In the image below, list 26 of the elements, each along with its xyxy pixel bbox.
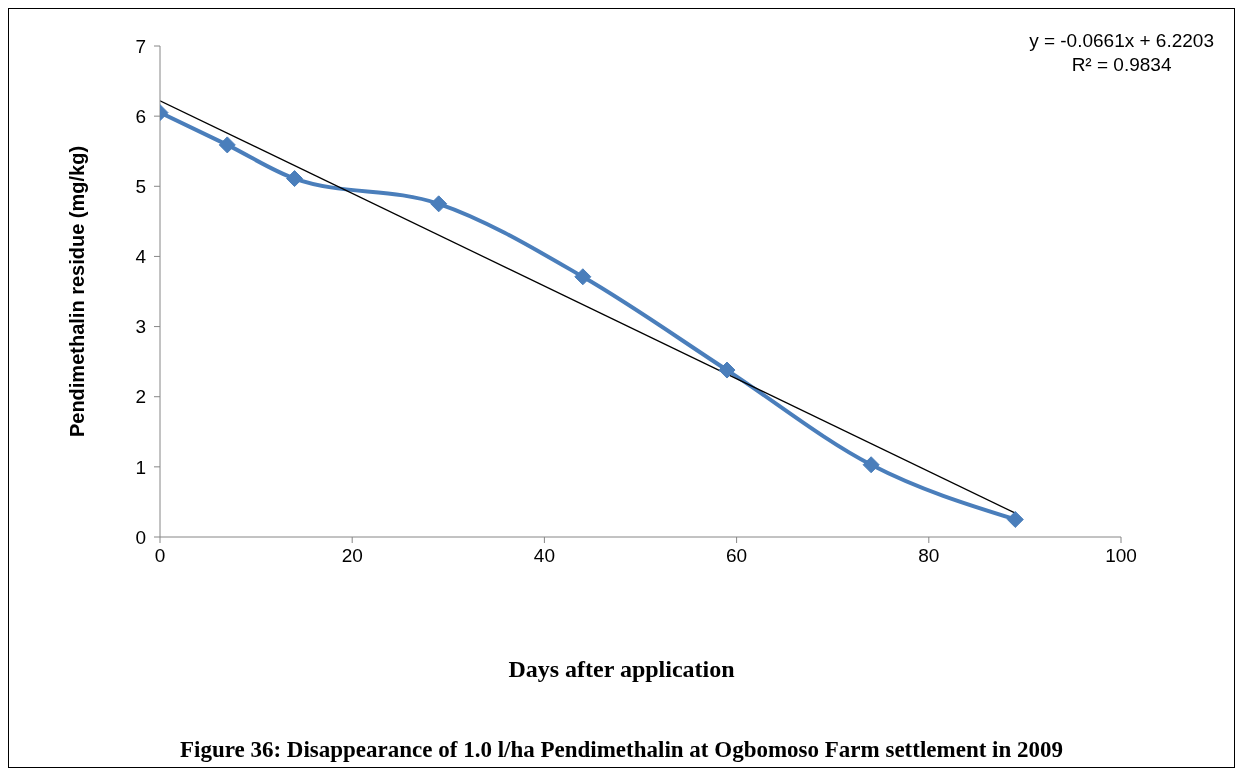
- y-axis-title: Pendimethalin residue (mg/kg): [66, 145, 89, 438]
- y-tick-label: 3: [135, 316, 146, 338]
- point: [430, 195, 448, 213]
- x-tick-label: 40: [533, 545, 555, 567]
- y-tick-label: 0: [135, 526, 146, 548]
- point: [218, 136, 236, 154]
- y-tick-label: 7: [135, 35, 146, 57]
- text: Figure 36: Disappearance of 1.0 l/ha Pendimethalin at Ogbomoso Farm settlement in 2009: [178, 737, 1065, 763]
- point: [718, 361, 736, 379]
- x-tick-label: 100: [1105, 545, 1137, 567]
- y-tick-label: 4: [135, 246, 147, 268]
- x-tick-label: 0: [154, 545, 166, 567]
- point: [1006, 510, 1024, 528]
- x-tick-label: 80: [918, 545, 940, 567]
- annotation: R² = 0.9834: [1070, 53, 1173, 77]
- point: [286, 170, 304, 188]
- annotation: y = -0.0661x + 6.2203: [1029, 29, 1214, 53]
- y-tick-label: 2: [135, 386, 146, 408]
- point: [574, 268, 592, 286]
- x-axis-title: Days after application: [507, 656, 736, 683]
- x-tick-label: 20: [341, 545, 363, 567]
- y-tick-label: 1: [135, 456, 146, 478]
- x-tick-label: 60: [726, 545, 748, 567]
- point: [862, 456, 880, 474]
- y-tick-label: 6: [135, 105, 146, 127]
- y-tick-label: 5: [135, 176, 146, 198]
